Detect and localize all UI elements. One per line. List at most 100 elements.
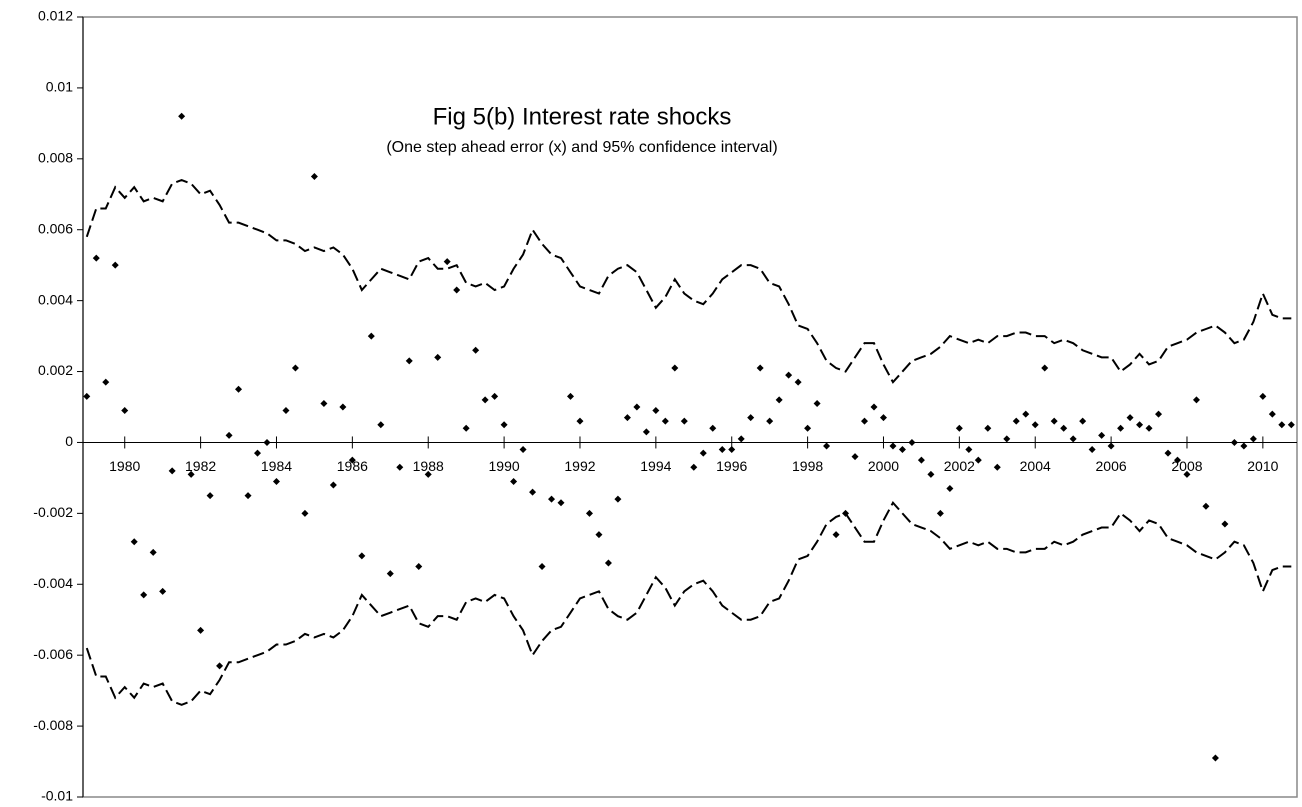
data-point — [766, 417, 774, 425]
data-point — [747, 414, 755, 422]
data-point — [1287, 421, 1295, 429]
data-point — [500, 421, 508, 429]
data-point — [415, 563, 423, 571]
data-point — [1098, 431, 1106, 439]
data-point — [1003, 435, 1011, 443]
y-tick-label: -0.004 — [33, 575, 73, 591]
data-point — [794, 378, 802, 386]
data-point — [1022, 410, 1030, 418]
data-point — [386, 570, 394, 578]
y-tick-label: -0.006 — [33, 646, 73, 662]
data-point — [642, 428, 650, 436]
data-point — [1060, 424, 1068, 432]
x-tick-label: 1990 — [489, 458, 520, 474]
x-tick-label: 1984 — [261, 458, 292, 474]
data-point — [1117, 424, 1125, 432]
y-tick-label: 0.012 — [38, 8, 73, 24]
data-point — [633, 403, 641, 411]
x-tick-label: 1994 — [640, 458, 671, 474]
data-point — [320, 399, 328, 407]
data-point — [1079, 417, 1087, 425]
data-point — [1012, 417, 1020, 425]
y-tick-label: -0.002 — [33, 504, 73, 520]
data-point — [1259, 392, 1267, 400]
x-tick-label: 2000 — [868, 458, 899, 474]
y-tick-label: 0.008 — [38, 150, 73, 166]
data-point — [955, 424, 963, 432]
x-tick-label: 1980 — [109, 458, 140, 474]
data-point — [111, 261, 119, 269]
data-point — [83, 392, 91, 400]
data-point — [1192, 396, 1200, 404]
data-point — [472, 346, 480, 354]
data-point — [291, 364, 299, 372]
data-point — [813, 399, 821, 407]
data-point — [424, 470, 432, 478]
data-point — [879, 414, 887, 422]
data-point — [1126, 414, 1134, 422]
data-point — [566, 392, 574, 400]
data-point — [785, 371, 793, 379]
data-point — [263, 438, 271, 446]
data-point — [348, 456, 356, 464]
data-point — [453, 286, 461, 294]
x-tick-label: 2006 — [1096, 458, 1127, 474]
data-point — [861, 417, 869, 425]
data-point — [149, 548, 157, 556]
data-point — [92, 254, 100, 262]
data-point — [367, 332, 375, 340]
x-tick-label: 1996 — [716, 458, 747, 474]
data-point — [121, 407, 129, 415]
data-point — [1088, 446, 1096, 454]
data-point — [832, 531, 840, 539]
x-tick-label: 1988 — [413, 458, 444, 474]
data-point — [1221, 520, 1229, 528]
data-point — [1268, 410, 1276, 418]
data-point — [1183, 470, 1191, 478]
data-point — [718, 446, 726, 454]
data-point — [604, 559, 612, 567]
data-point — [206, 492, 214, 500]
data-point — [130, 538, 138, 546]
data-point — [1164, 449, 1172, 457]
data-point — [576, 417, 584, 425]
data-point — [102, 378, 110, 386]
x-tick-label: 2002 — [944, 458, 975, 474]
data-point — [946, 485, 954, 493]
chart-title: Fig 5(b) Interest rate shocks — [433, 103, 732, 130]
data-point — [965, 446, 973, 454]
data-point — [898, 446, 906, 454]
data-point — [908, 438, 916, 446]
data-point — [804, 424, 812, 432]
data-point — [481, 396, 489, 404]
data-point — [329, 481, 337, 489]
data-point — [1136, 421, 1144, 429]
data-point — [699, 449, 707, 457]
data-point — [1249, 435, 1257, 443]
data-point — [358, 552, 366, 560]
x-tick-label: 1992 — [564, 458, 595, 474]
data-point — [1240, 442, 1248, 450]
data-point — [377, 421, 385, 429]
data-point — [396, 463, 404, 471]
data-point — [823, 442, 831, 450]
data-point — [614, 495, 622, 503]
data-point — [1069, 435, 1077, 443]
data-point — [1230, 438, 1238, 446]
data-point — [709, 424, 717, 432]
data-point — [623, 414, 631, 422]
chart-subtitle: (One step ahead error (x) and 95% confid… — [386, 139, 777, 156]
data-point — [168, 467, 176, 475]
data-point — [197, 626, 205, 634]
data-point — [936, 509, 944, 517]
data-point — [652, 407, 660, 415]
data-point — [690, 463, 698, 471]
data-point — [595, 531, 603, 539]
y-tick-label: 0.006 — [38, 220, 73, 236]
data-point — [1202, 502, 1210, 510]
y-tick-label: 0.01 — [46, 79, 73, 95]
data-point — [680, 417, 688, 425]
y-tick-label: 0 — [65, 433, 73, 449]
data-point — [917, 456, 925, 464]
